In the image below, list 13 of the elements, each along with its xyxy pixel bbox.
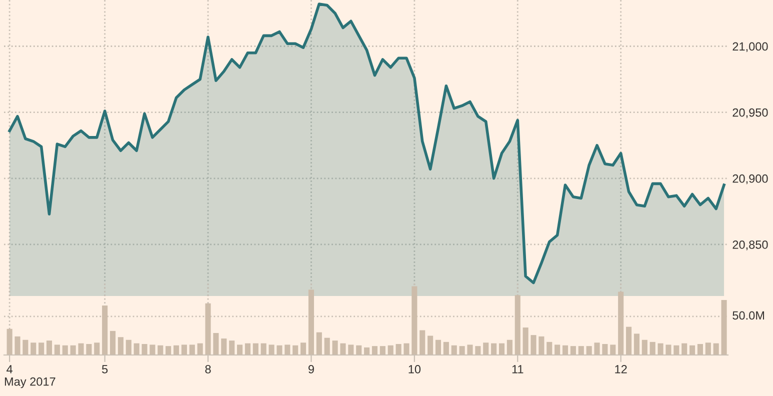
- ref-line-label: 50.0M: [732, 311, 764, 320]
- x-tick-label: 10: [408, 365, 421, 374]
- x-tick-label: 9: [308, 365, 314, 374]
- x-tick-label: 12: [615, 365, 627, 374]
- y-tick-label: 20,900: [732, 174, 768, 184]
- x-tick-label: 11: [512, 365, 524, 374]
- x-tick-label: 8: [205, 365, 211, 374]
- y-tick-label: 20,850: [732, 240, 768, 250]
- x-tick-label: 5: [102, 365, 108, 374]
- y-tick-label: 20,950: [732, 108, 768, 118]
- y-tick-label: 21,000: [732, 42, 768, 52]
- x-axis-title: May 2017: [4, 377, 56, 388]
- x-tick-label: 4: [6, 365, 12, 374]
